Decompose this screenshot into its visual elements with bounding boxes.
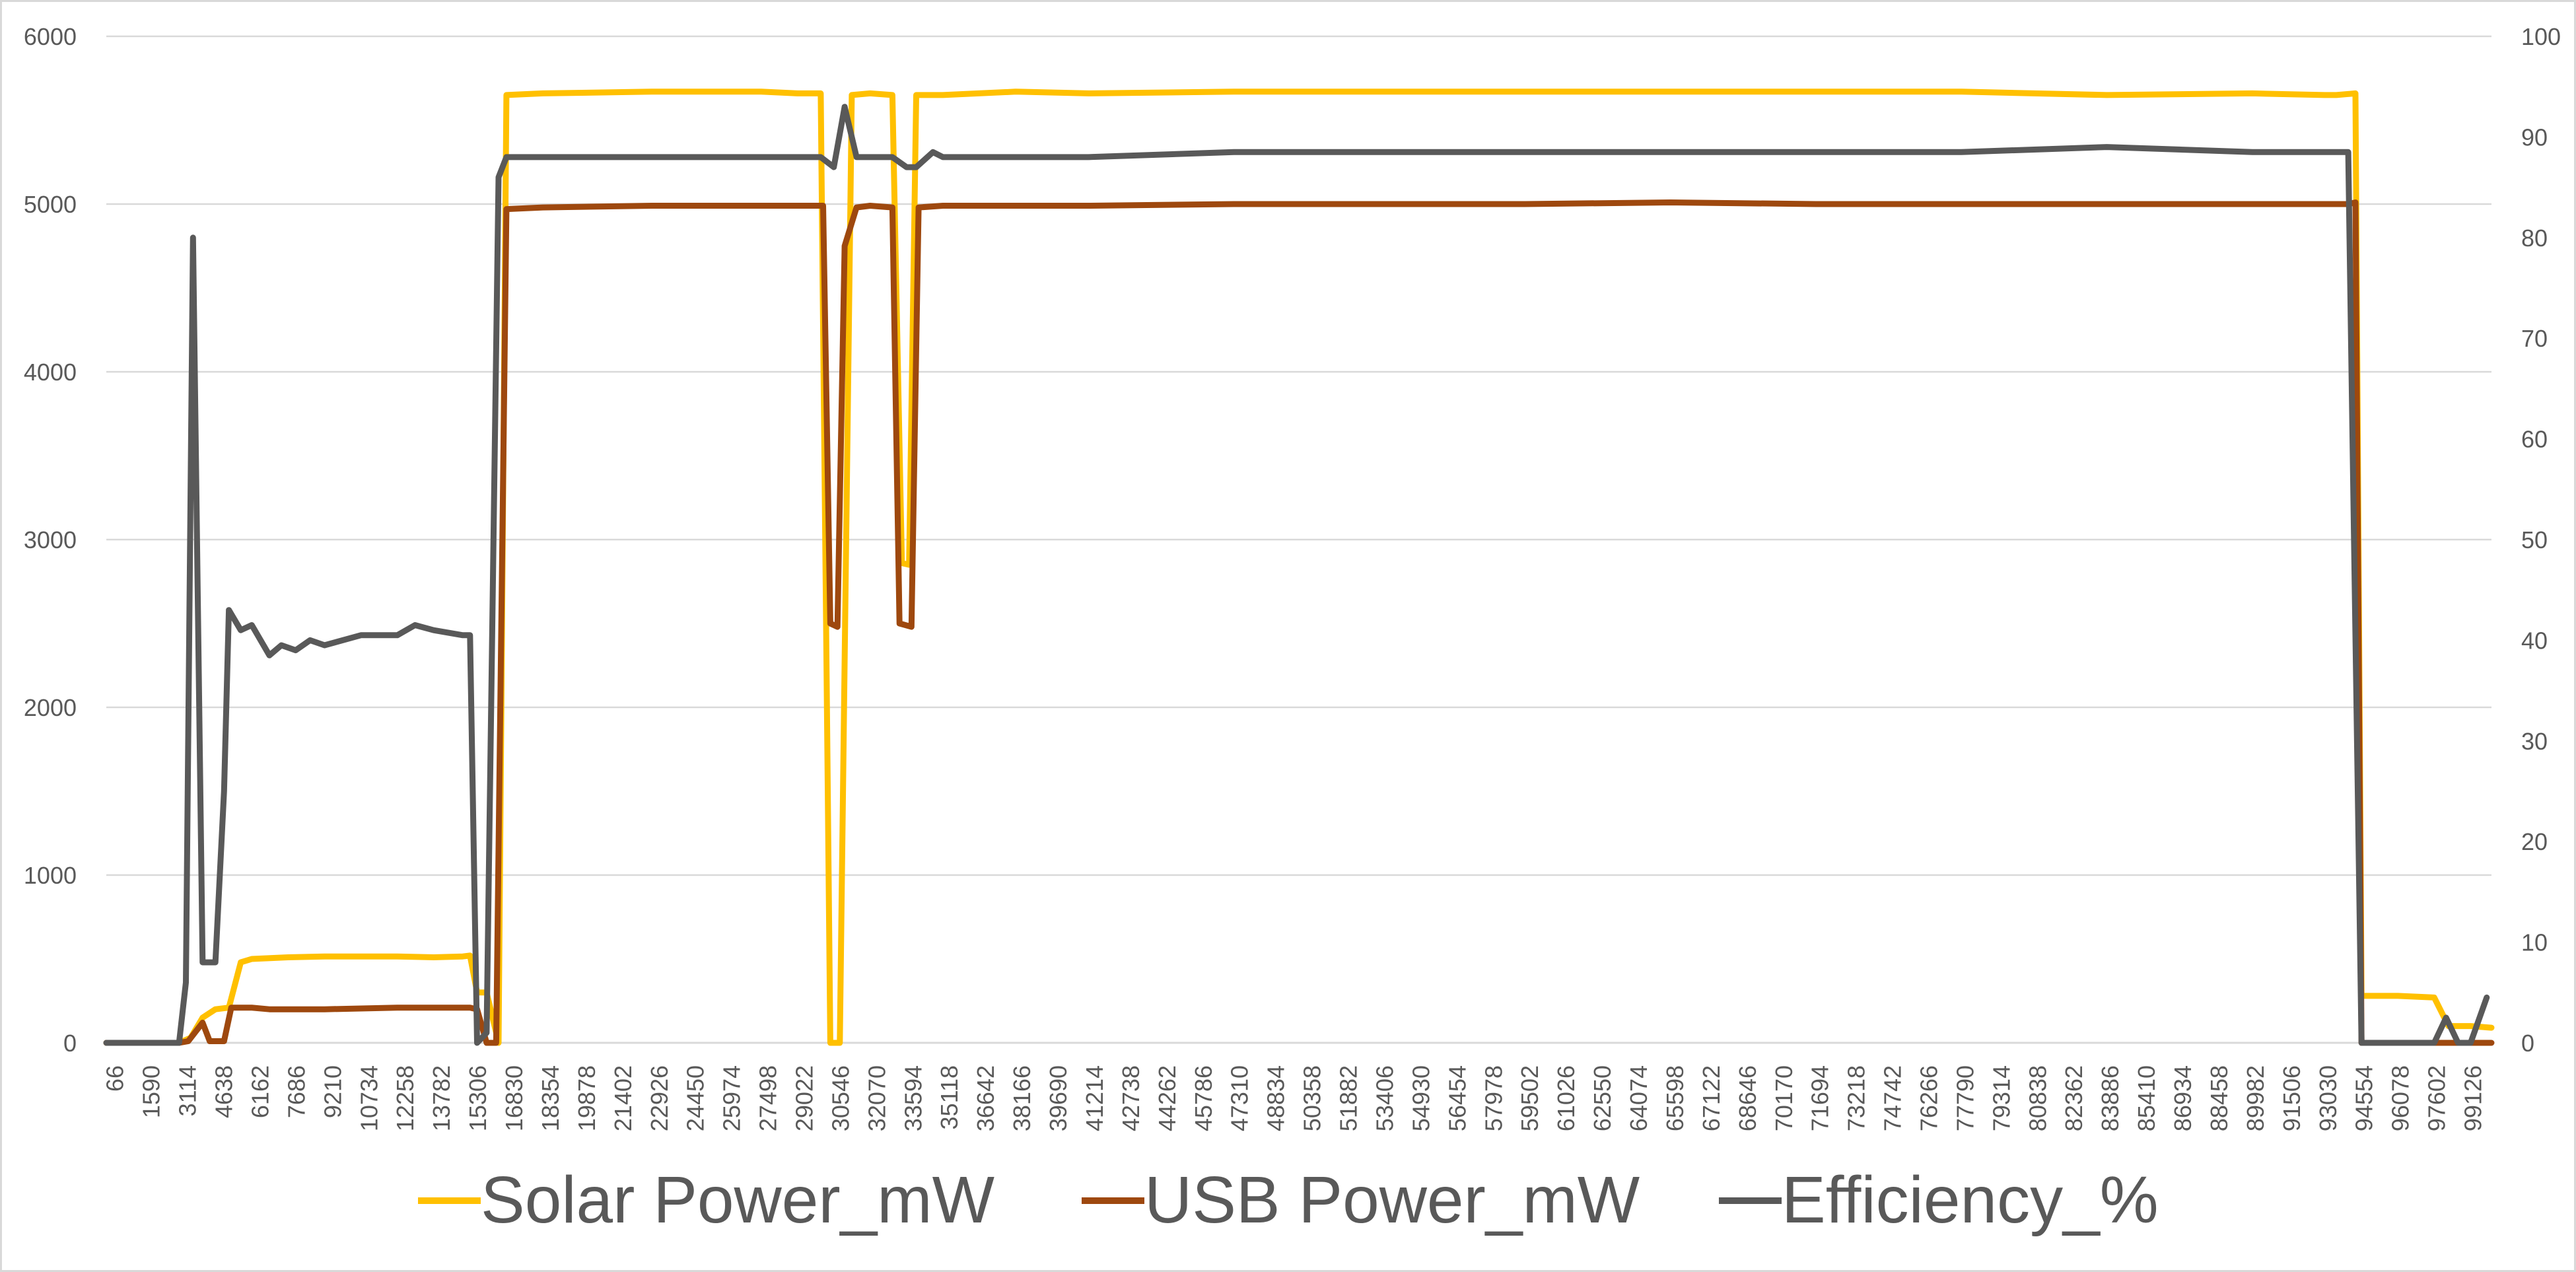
y-left-tick-label: 6000 [24, 23, 77, 50]
x-tick-label: 56454 [1444, 1065, 1471, 1131]
y-left-tick-label: 2000 [24, 694, 77, 721]
x-tick-label: 73218 [1843, 1065, 1870, 1131]
x-tick-label: 4638 [211, 1065, 238, 1118]
x-tick-label: 41214 [1081, 1065, 1108, 1131]
x-tick-label: 99126 [2460, 1065, 2487, 1131]
y-left-tick-label: 0 [63, 1030, 77, 1057]
x-tick-label: 94554 [2351, 1065, 2378, 1131]
x-tick-label: 22926 [646, 1065, 673, 1131]
x-tick-label: 15306 [464, 1065, 491, 1131]
x-tick-label: 67122 [1698, 1065, 1725, 1131]
x-tick-label: 64074 [1625, 1065, 1652, 1131]
x-tick-label: 88458 [2206, 1065, 2233, 1131]
x-tick-label: 47310 [1226, 1065, 1253, 1131]
legend-label: Solar Power_mW [481, 1163, 995, 1237]
x-tick-label: 30546 [827, 1065, 854, 1131]
legend: Solar Power_mW USB Power_mW Efficiency_% [418, 1163, 2159, 1237]
x-tick-label: 66 [102, 1065, 129, 1092]
x-tick-label: 50358 [1299, 1065, 1326, 1131]
x-tick-label: 76266 [1916, 1065, 1943, 1131]
x-tick-label: 10734 [355, 1065, 382, 1131]
x-tick-label: 59502 [1516, 1065, 1543, 1131]
x-tick-label: 13782 [428, 1065, 455, 1131]
series-line [103, 199, 2495, 1046]
x-tick-label: 35118 [936, 1065, 963, 1129]
axes: 0 1000 2000 3000 4000 5000 6000 0 10 20 30 40 50 60 70… [24, 23, 2561, 1131]
x-tick-label: 29022 [791, 1065, 818, 1131]
y-right-tick-label: 100 [2521, 23, 2561, 50]
series-lines [103, 88, 2495, 1046]
y-right-tick-label: 70 [2521, 325, 2548, 352]
x-tick-label: 80838 [2024, 1065, 2051, 1131]
x-tick-label: 19878 [573, 1065, 600, 1131]
x-tick-label: 32070 [863, 1065, 890, 1131]
x-tick-label: 89982 [2242, 1065, 2269, 1131]
x-tick-label: 18354 [537, 1065, 564, 1131]
x-tick-label: 3114 [174, 1065, 201, 1116]
y-left-tick-label: 3000 [24, 526, 77, 553]
x-tick-label: 39690 [1045, 1065, 1072, 1131]
x-tick-label: 25974 [718, 1065, 746, 1131]
x-tick-label: 93030 [2315, 1065, 2342, 1131]
x-tick-label: 45786 [1190, 1065, 1217, 1131]
x-tick-label: 16830 [501, 1065, 528, 1131]
x-tick-label: 44262 [1154, 1065, 1181, 1131]
y-right-tick-label: 0 [2521, 1030, 2534, 1057]
x-tick-label: 57978 [1480, 1065, 1507, 1131]
x-tick-label: 71694 [1807, 1065, 1834, 1131]
x-tick-label: 24450 [682, 1065, 709, 1131]
y-right-tick-label: 20 [2521, 828, 2548, 855]
y-right-tick-label: 30 [2521, 728, 2548, 755]
x-tick-label: 53406 [1371, 1065, 1398, 1131]
x-tick-label: 65598 [1661, 1065, 1688, 1131]
x-tick-label: 97602 [2423, 1065, 2451, 1131]
y-left-tick-label: 1000 [24, 862, 77, 889]
x-tick-label: 68646 [1734, 1065, 1761, 1131]
x-tick-label: 96078 [2387, 1065, 2414, 1131]
x-tick-label: 82362 [2060, 1065, 2087, 1131]
x-tick-label: 61026 [1552, 1065, 1580, 1131]
y-right-tick-label: 60 [2521, 426, 2548, 453]
y-right-tick-label: 50 [2521, 526, 2548, 553]
y-right-tick-label: 80 [2521, 225, 2548, 252]
x-tick-label: 33594 [899, 1065, 926, 1131]
y-left-tick-label: 4000 [24, 359, 77, 386]
x-tick-label: 48834 [1263, 1065, 1290, 1131]
x-tick-label: 12258 [392, 1065, 419, 1131]
y-right-tick-label: 40 [2521, 627, 2548, 654]
x-tick-label: 77790 [1951, 1065, 1978, 1131]
x-tick-label: 6162 [246, 1065, 273, 1118]
x-tick-label: 36642 [972, 1065, 999, 1131]
x-tick-label: 91506 [2278, 1065, 2305, 1131]
x-tick-label: 27498 [755, 1065, 782, 1131]
x-tick-label: 42738 [1117, 1065, 1144, 1131]
x-tick-label: 38166 [1008, 1065, 1035, 1131]
x-tick-label: 74742 [1879, 1065, 1906, 1131]
x-tick-label: 21402 [609, 1065, 637, 1131]
series-line [103, 104, 2490, 1046]
y-right-tick-label: 90 [2521, 124, 2548, 151]
x-tick-label: 79314 [1988, 1065, 2015, 1131]
x-tick-label: 86934 [2169, 1065, 2196, 1131]
legend-label: Efficiency_% [1782, 1163, 2159, 1237]
y-left-tick-label: 5000 [24, 191, 77, 218]
x-tick-label: 7686 [283, 1065, 310, 1118]
gridlines [106, 35, 2491, 876]
legend-label: USB Power_mW [1144, 1163, 1640, 1237]
x-tick-label: 85410 [2133, 1065, 2160, 1131]
x-tick-label: 1590 [138, 1065, 165, 1118]
y-right-tick-label: 10 [2521, 929, 2548, 956]
x-tick-label: 83886 [2097, 1065, 2124, 1131]
x-tick-label: 51882 [1335, 1065, 1362, 1131]
x-tick-label: 62550 [1589, 1065, 1616, 1131]
x-tick-label: 9210 [319, 1065, 346, 1118]
x-tick-label: 70170 [1770, 1065, 1797, 1131]
x-tick-label: 54930 [1407, 1065, 1434, 1131]
series-line [103, 88, 2495, 1046]
